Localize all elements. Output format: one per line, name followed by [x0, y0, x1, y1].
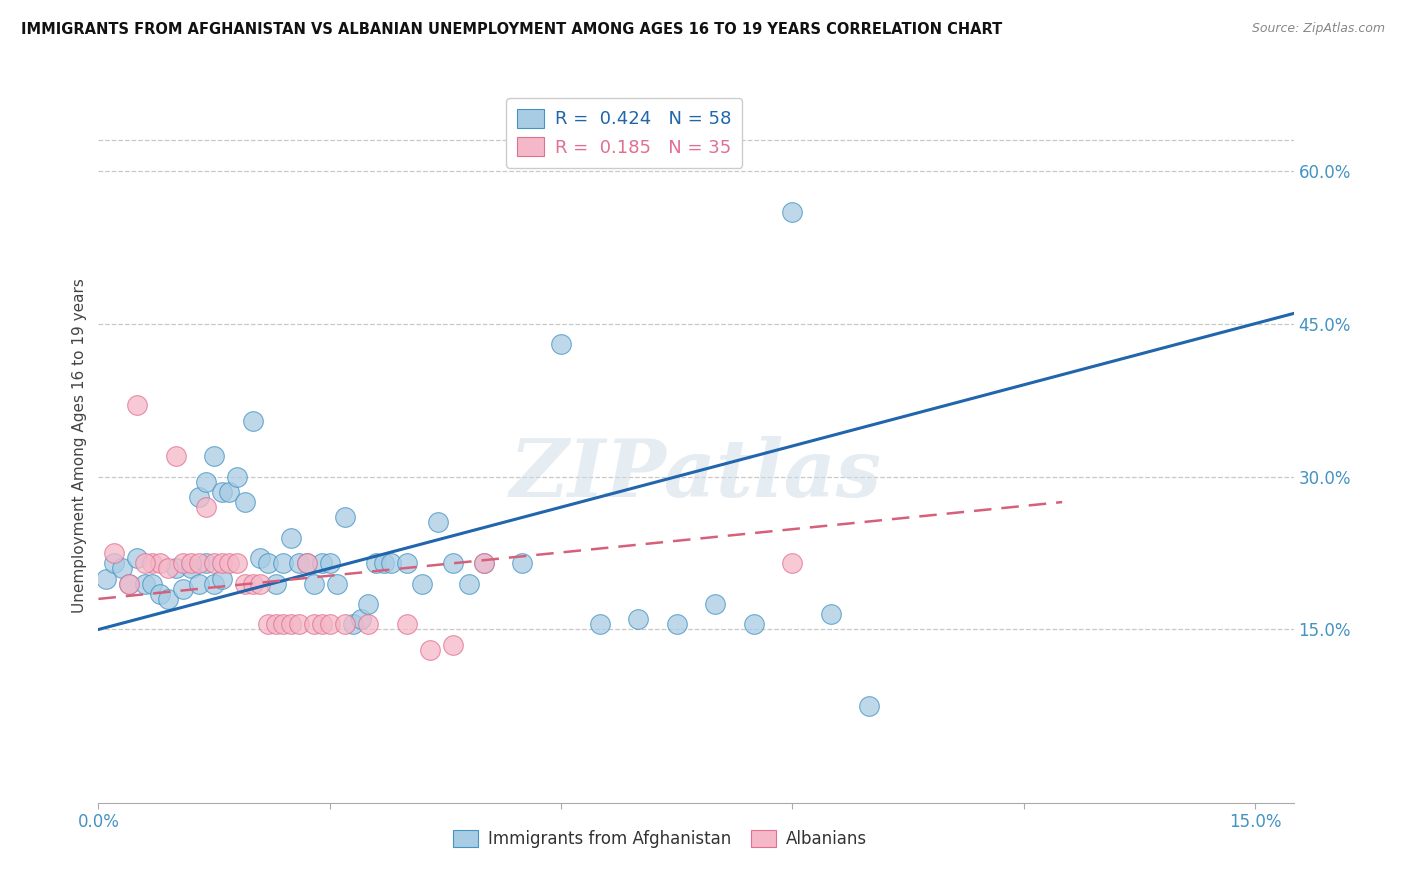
Point: [195, 500, 218, 515]
Point: [149, 556, 172, 570]
Point: [364, 556, 387, 570]
Point: [195, 475, 218, 489]
Point: [395, 556, 418, 570]
Point: [311, 556, 333, 570]
Point: [187, 556, 209, 570]
Point: [349, 612, 371, 626]
Y-axis label: Unemployment Among Ages 16 to 19 years: Unemployment Among Ages 16 to 19 years: [72, 278, 87, 614]
Point: [257, 617, 280, 632]
Point: [156, 561, 179, 575]
Point: [472, 556, 495, 570]
Point: [202, 449, 225, 463]
Point: [134, 576, 156, 591]
Point: [512, 556, 534, 570]
Point: [273, 617, 295, 632]
Point: [472, 556, 495, 570]
Point: [441, 556, 464, 570]
Point: [218, 556, 240, 570]
Point: [249, 576, 271, 591]
Point: [249, 551, 271, 566]
Point: [627, 612, 650, 626]
Point: [704, 597, 727, 611]
Point: [550, 337, 572, 351]
Point: [233, 576, 256, 591]
Point: [333, 617, 356, 632]
Point: [134, 556, 156, 570]
Point: [180, 556, 202, 570]
Point: [226, 469, 249, 483]
Point: [333, 510, 356, 524]
Point: [202, 556, 225, 570]
Point: [373, 556, 395, 570]
Point: [125, 551, 148, 566]
Point: [457, 576, 479, 591]
Text: Source: ZipAtlas.com: Source: ZipAtlas.com: [1251, 22, 1385, 36]
Point: [782, 556, 804, 570]
Point: [380, 556, 402, 570]
Point: [141, 556, 163, 570]
Point: [172, 556, 194, 570]
Point: [411, 576, 433, 591]
Point: [588, 617, 610, 632]
Point: [342, 617, 364, 632]
Point: [118, 576, 141, 591]
Point: [304, 576, 326, 591]
Point: [187, 490, 209, 504]
Point: [820, 607, 842, 622]
Point: [94, 572, 117, 586]
Point: [357, 597, 380, 611]
Point: [141, 576, 163, 591]
Text: ZIPatlas: ZIPatlas: [510, 436, 882, 513]
Point: [211, 484, 233, 499]
Point: [242, 576, 264, 591]
Point: [304, 617, 326, 632]
Point: [295, 556, 318, 570]
Legend: Immigrants from Afghanistan, Albanians: Immigrants from Afghanistan, Albanians: [446, 823, 875, 855]
Point: [202, 576, 225, 591]
Point: [742, 617, 765, 632]
Point: [273, 556, 295, 570]
Point: [419, 643, 441, 657]
Point: [233, 495, 256, 509]
Point: [326, 576, 349, 591]
Point: [195, 556, 218, 570]
Point: [103, 556, 125, 570]
Point: [242, 413, 264, 427]
Point: [211, 572, 233, 586]
Point: [226, 556, 249, 570]
Point: [426, 516, 449, 530]
Point: [165, 561, 187, 575]
Point: [156, 591, 179, 606]
Point: [319, 556, 342, 570]
Point: [118, 576, 141, 591]
Point: [211, 556, 233, 570]
Point: [288, 556, 311, 570]
Point: [149, 587, 172, 601]
Point: [311, 617, 333, 632]
Point: [280, 617, 302, 632]
Point: [264, 576, 287, 591]
Point: [441, 638, 464, 652]
Point: [257, 556, 280, 570]
Point: [180, 561, 202, 575]
Point: [295, 556, 318, 570]
Point: [782, 204, 804, 219]
Point: [125, 398, 148, 412]
Point: [187, 576, 209, 591]
Point: [665, 617, 688, 632]
Point: [103, 546, 125, 560]
Point: [288, 617, 311, 632]
Point: [357, 617, 380, 632]
Point: [319, 617, 342, 632]
Point: [280, 531, 302, 545]
Point: [218, 484, 240, 499]
Point: [172, 582, 194, 596]
Point: [165, 449, 187, 463]
Point: [110, 561, 132, 575]
Point: [858, 698, 880, 713]
Text: IMMIGRANTS FROM AFGHANISTAN VS ALBANIAN UNEMPLOYMENT AMONG AGES 16 TO 19 YEARS C: IMMIGRANTS FROM AFGHANISTAN VS ALBANIAN …: [21, 22, 1002, 37]
Point: [264, 617, 287, 632]
Point: [395, 617, 418, 632]
